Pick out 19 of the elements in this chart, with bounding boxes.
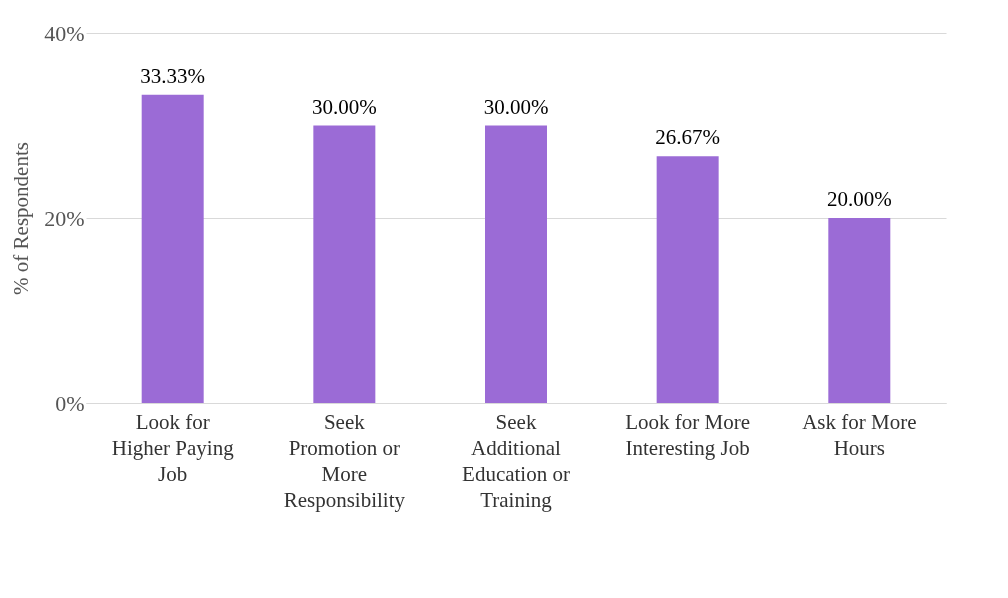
x-tick-label: Ask for More Hours bbox=[802, 409, 917, 460]
y-axis-title: % of Respondents bbox=[9, 142, 34, 295]
x-tick-label: Look for More Interesting Job bbox=[625, 409, 751, 460]
x-tick-label: Seek Promotion or More Responsibility bbox=[283, 409, 406, 512]
bar bbox=[313, 125, 376, 403]
bar bbox=[485, 125, 547, 403]
x-tick-label: Look for Higher Paying Job bbox=[111, 409, 235, 486]
data-label: 26.67% bbox=[655, 125, 721, 150]
bar bbox=[656, 156, 719, 403]
y-tick-label: 20% bbox=[44, 205, 85, 231]
data-label: 30.00% bbox=[311, 94, 377, 119]
x-tick-label: Seek Additional Education or Training bbox=[462, 409, 570, 512]
y-tick-label: 0% bbox=[55, 390, 85, 416]
data-label: 33.33% bbox=[140, 63, 206, 88]
data-label: 30.00% bbox=[483, 94, 549, 119]
bar bbox=[141, 94, 204, 403]
y-tick-label: 40% bbox=[44, 20, 85, 46]
data-label: 20.00% bbox=[826, 187, 892, 211]
bar bbox=[828, 218, 891, 403]
